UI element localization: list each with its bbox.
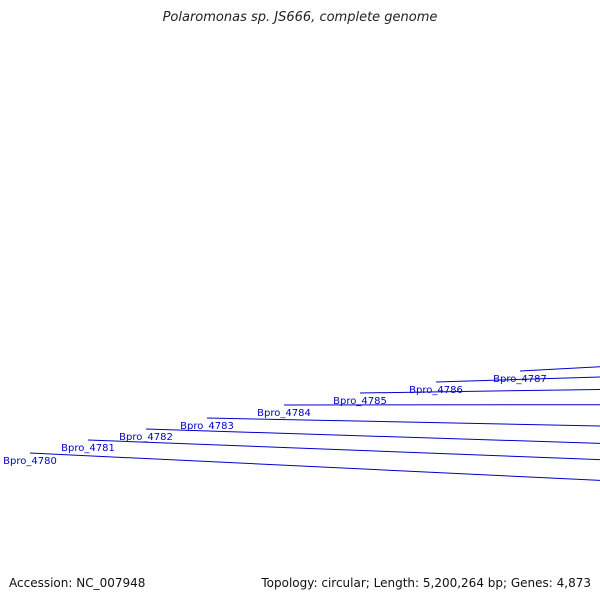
map-title: Polaromonas sp. JS666, complete genome xyxy=(162,10,438,25)
gene-label: Bpro_4782 xyxy=(119,432,173,443)
gene-label: Bpro_4784 xyxy=(257,408,311,419)
gene-leader-line xyxy=(283,404,600,406)
gene-leader-line xyxy=(29,452,600,481)
accession-text: Accession: NC_007948 xyxy=(9,576,146,590)
gene-leader-line xyxy=(145,428,600,444)
gene-leader-line xyxy=(435,376,600,383)
gene-label: Bpro_4786 xyxy=(409,385,463,396)
gene-label: Bpro_4785 xyxy=(333,396,387,407)
map-labels: 5065 kbp5066 kbp5067 kbp5068 kbp5069 kbp… xyxy=(3,366,600,481)
gene-leader-line xyxy=(519,366,600,372)
gene-label: Bpro_4781 xyxy=(61,443,115,454)
gene-leader-line xyxy=(87,439,600,461)
gene-label: Bpro_4787 xyxy=(493,374,547,385)
genome-summary-text: Topology: circular; Length: 5,200,264 bp… xyxy=(261,576,591,590)
gene-label: Bpro_4783 xyxy=(180,421,234,432)
gene-label: Bpro_4780 xyxy=(3,456,57,467)
gene-leader-line xyxy=(206,417,600,427)
gene-leader-line xyxy=(359,388,600,394)
